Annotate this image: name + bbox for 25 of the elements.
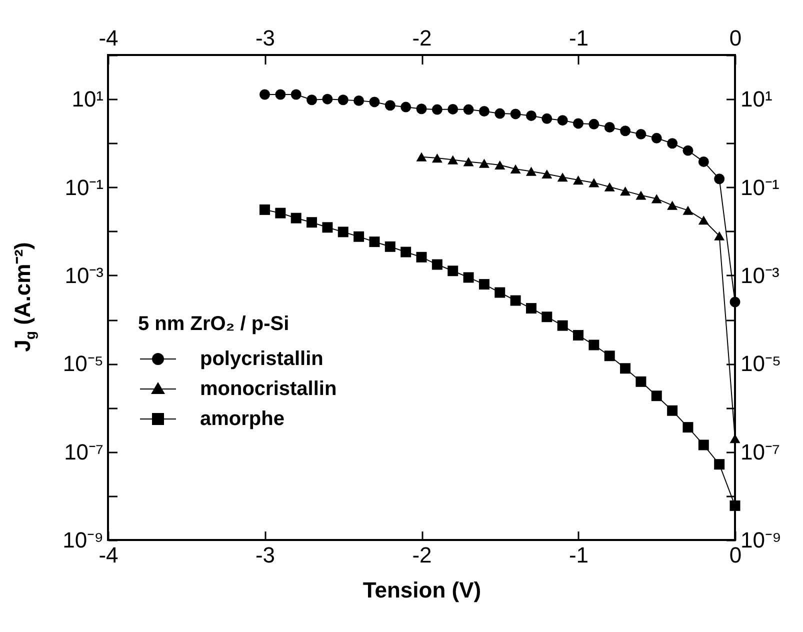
y-tick-label: 10¹ — [740, 86, 772, 112]
legend-label: monocristallin — [200, 378, 337, 400]
y-tick-label: 10⁻⁹ — [740, 528, 782, 552]
y-tick-label: 10⁻³ — [740, 262, 780, 288]
text: 10⁻³ — [64, 262, 104, 288]
x2-tick-label: 0 — [729, 26, 742, 50]
x-tick-label: -1 — [568, 542, 589, 568]
text: 10⁻⁵ — [62, 351, 104, 376]
x-tick-label: -2 — [412, 542, 432, 568]
y-tick-label: 10⁻¹ — [740, 174, 780, 200]
x-tick-label: 0 — [729, 542, 742, 568]
legend-label: polycristallin — [200, 348, 324, 370]
legend-label: amorphe — [200, 408, 284, 430]
text: 10⁻¹ — [64, 174, 104, 200]
text: 10¹ — [72, 86, 104, 112]
x-tick-label: -3 — [255, 542, 276, 568]
text: 10⁻⁷ — [64, 439, 104, 464]
x-axis-title: Tension (V) — [362, 578, 482, 602]
x2-tick-label: -4 — [98, 26, 118, 50]
y-tick-label: 10⁻⁵ — [740, 351, 782, 376]
x2-tick-label: -2 — [412, 26, 432, 50]
x2-tick-label: -1 — [568, 26, 589, 50]
y-tick-label: 10⁻⁷ — [740, 439, 780, 464]
legend-title: 5 nm ZrO₂ / p-Si — [138, 313, 290, 336]
x2-tick-label: -3 — [255, 26, 276, 50]
